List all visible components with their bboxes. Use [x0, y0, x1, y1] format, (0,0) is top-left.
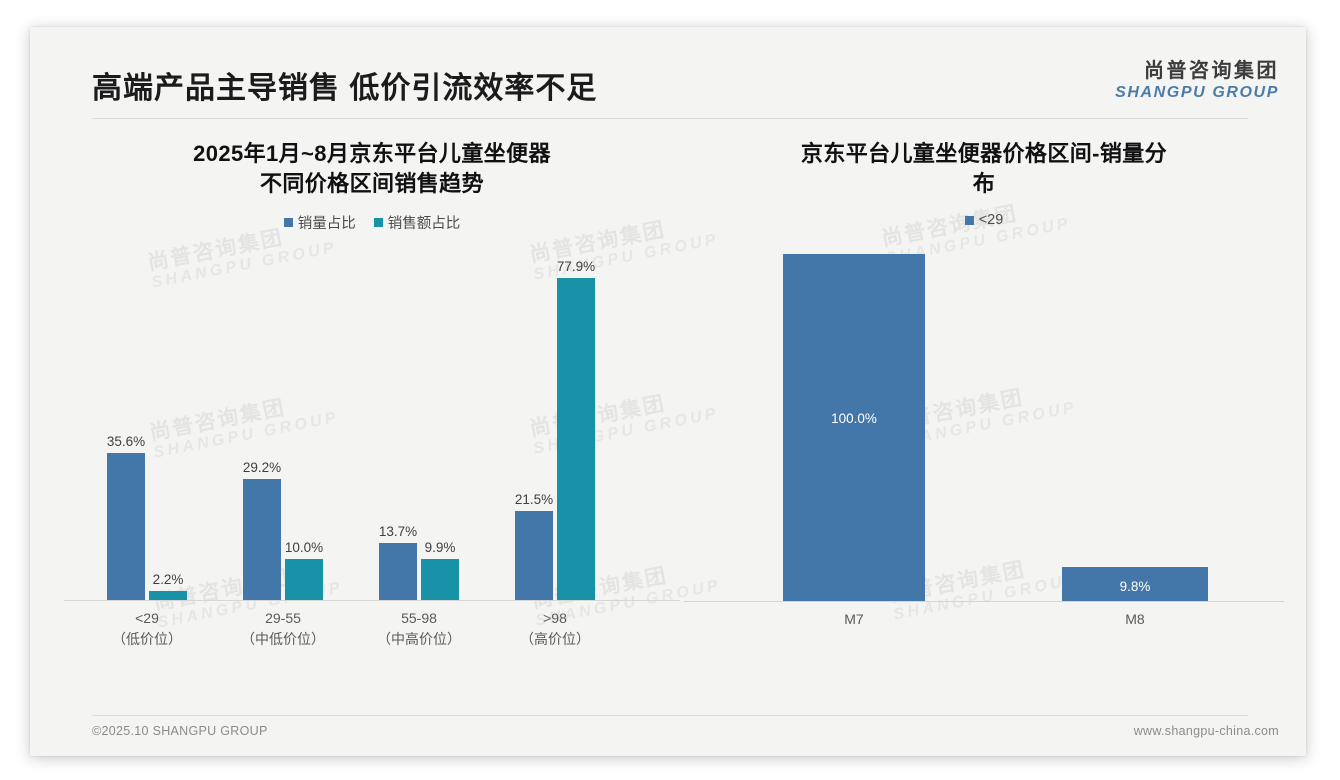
bar-label-m7: 100.0%	[831, 411, 877, 427]
bar-label-volume-29-55: 29.2%	[242, 460, 282, 476]
cat-label-sub: （中高价位）	[377, 631, 461, 648]
footer-website[interactable]: www.shangpu-china.com	[1133, 724, 1279, 738]
header-divider	[92, 118, 1248, 119]
chart-panel-right: 京东平台儿童坐便器价格区间-销量分 布 <29 100.0% 9.8% M7 M…	[684, 127, 1284, 717]
cat-label-main: M8	[1125, 611, 1145, 628]
chart-title-right-line2: 布	[972, 170, 996, 196]
legend-item-sales-volume[interactable]: 销量占比	[283, 212, 356, 233]
legend-item-sales-amount[interactable]: 销售额占比	[373, 212, 461, 233]
legend-label: 销售额占比	[387, 216, 461, 233]
bar-amount-gt98[interactable]	[557, 278, 595, 601]
chart-legend-right: <29	[684, 212, 1284, 228]
bar-m7[interactable]	[783, 254, 925, 602]
bar-label-amount-lt29: 2.2%	[152, 572, 184, 588]
brand-name-cn: 尚普咨询集团	[1144, 60, 1279, 82]
cat-label-29-55: 29-55 （中低价位）	[241, 608, 325, 650]
brand-name-en: SHANGPU GROUP	[1115, 84, 1279, 101]
cat-label-sub: （高价位）	[520, 631, 590, 648]
legend-swatch-icon	[964, 215, 974, 225]
cat-label-55-98: 55-98 （中高价位）	[377, 608, 461, 650]
footer-copyright: ©2025.10 SHANGPU GROUP	[92, 724, 268, 738]
cat-label-sub: （中低价位）	[241, 631, 325, 648]
cat-label-main: M7	[844, 611, 864, 628]
bar-label-amount-55-98: 9.9%	[424, 540, 456, 556]
slide-header: 高端产品主导销售 低价引流效率不足 尚普咨询集团 SHANGPU GROUP	[30, 27, 1306, 119]
bar-label-volume-55-98: 13.7%	[378, 524, 418, 540]
bar-label-amount-29-55: 10.0%	[284, 540, 324, 556]
x-axis-labels-right: M7 M8	[684, 609, 1284, 657]
cat-label-gt98: >98 （高价位）	[520, 608, 590, 650]
slide-card: 尚普咨询集团 SHANGPU GROUP 尚普咨询集团 SHANGPU GROU…	[30, 27, 1306, 756]
bar-volume-29-55[interactable]	[243, 479, 281, 601]
chart-title-left-line1: 2025年1月~8月京东平台儿童坐便器	[193, 141, 551, 166]
legend-swatch-icon	[373, 218, 383, 228]
bar-volume-55-98[interactable]	[379, 543, 417, 601]
bar-m8[interactable]	[1062, 567, 1208, 602]
chart-panel-left: 2025年1月~8月京东平台儿童坐便器 不同价格区间销售趋势 销量占比 销售额占…	[64, 127, 680, 717]
bar-amount-55-98[interactable]	[421, 559, 459, 601]
page-title: 高端产品主导销售 低价引流效率不足	[92, 72, 598, 105]
cat-label-main: 29-55	[265, 610, 301, 627]
chart-title-left-line2: 不同价格区间销售趋势	[259, 170, 484, 196]
x-axis-labels-left: <29 （低价位） 29-55 （中低价位） 55-98 （中高价位） >98 …	[64, 608, 680, 656]
cat-label-main: 55-98	[401, 610, 437, 627]
footer-divider	[92, 715, 1248, 716]
plot-area-left: 35.6% 2.2% 29.2% 10.0% 13.7% 9.9% 21.5% …	[64, 249, 680, 602]
legend-label: 销量占比	[297, 216, 356, 233]
cat-label-lt29: <29 （低价位）	[112, 608, 182, 650]
cat-label-main: >98	[543, 610, 567, 627]
brand-logo: 尚普咨询集团 SHANGPU GROUP	[1115, 59, 1279, 102]
legend-swatch-icon	[283, 218, 293, 228]
bar-label-m8: 9.8%	[1119, 579, 1151, 595]
chart-title-right-line1: 京东平台儿童坐便器价格区间-销量分	[800, 141, 1168, 166]
chart-title-left: 2025年1月~8月京东平台儿童坐便器 不同价格区间销售趋势	[64, 127, 680, 198]
bar-amount-lt29[interactable]	[149, 591, 187, 601]
bar-label-amount-gt98: 77.9%	[556, 259, 596, 275]
cat-label-m8: M8	[1125, 609, 1144, 630]
bar-label-volume-lt29: 35.6%	[106, 434, 146, 450]
x-axis-line	[684, 601, 1284, 603]
cat-label-main: <29	[135, 610, 159, 627]
chart-title-right: 京东平台儿童坐便器价格区间-销量分 布	[684, 127, 1284, 198]
chart-legend-left: 销量占比 销售额占比	[64, 212, 680, 233]
legend-label: <29	[978, 212, 1004, 229]
cat-label-m7: M7	[844, 609, 863, 630]
bar-volume-gt98[interactable]	[515, 511, 553, 601]
bar-amount-29-55[interactable]	[285, 559, 323, 601]
bar-label-volume-gt98: 21.5%	[514, 492, 554, 508]
bar-volume-lt29[interactable]	[107, 453, 145, 601]
cat-label-sub: （低价位）	[112, 631, 182, 648]
x-axis-line	[64, 600, 680, 602]
plot-area-right: 100.0% 9.8%	[684, 250, 1284, 603]
legend-item-lt29[interactable]: <29	[964, 212, 1004, 229]
